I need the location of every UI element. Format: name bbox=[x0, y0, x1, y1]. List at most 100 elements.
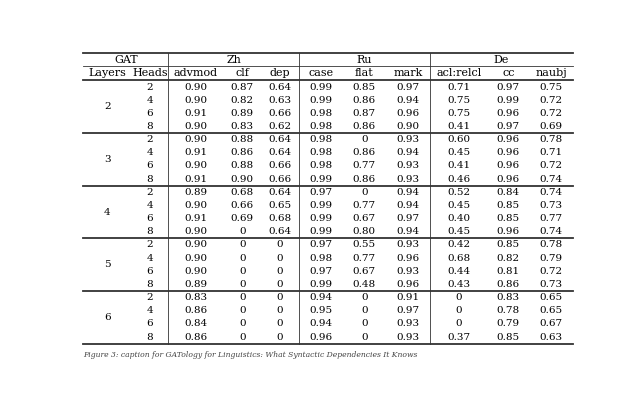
Text: 0.68: 0.68 bbox=[231, 188, 254, 197]
Text: 0.87: 0.87 bbox=[353, 109, 376, 118]
Text: 0.66: 0.66 bbox=[231, 201, 254, 210]
Text: 0: 0 bbox=[361, 332, 367, 342]
Text: 6: 6 bbox=[104, 313, 111, 322]
Text: 4: 4 bbox=[147, 253, 153, 262]
Text: 0.55: 0.55 bbox=[353, 241, 376, 249]
Text: 0.97: 0.97 bbox=[309, 241, 332, 249]
Text: 6: 6 bbox=[147, 109, 153, 118]
Text: 4: 4 bbox=[147, 148, 153, 157]
Text: Heads: Heads bbox=[132, 68, 168, 78]
Text: 0.88: 0.88 bbox=[231, 135, 254, 144]
Text: 6: 6 bbox=[147, 162, 153, 171]
Text: 0.85: 0.85 bbox=[353, 82, 376, 91]
Text: 0: 0 bbox=[277, 332, 284, 342]
Text: 0.91: 0.91 bbox=[184, 109, 207, 118]
Text: 0: 0 bbox=[361, 319, 367, 328]
Text: 0.41: 0.41 bbox=[447, 162, 470, 171]
Text: 2: 2 bbox=[104, 102, 111, 111]
Text: 0: 0 bbox=[455, 293, 462, 302]
Text: advmod: advmod bbox=[173, 68, 218, 78]
Text: 0.94: 0.94 bbox=[396, 227, 419, 236]
Text: 0.94: 0.94 bbox=[396, 188, 419, 197]
Text: 0.87: 0.87 bbox=[231, 82, 254, 91]
Text: 8: 8 bbox=[147, 175, 153, 184]
Text: 4: 4 bbox=[147, 306, 153, 315]
Text: 0.79: 0.79 bbox=[540, 253, 563, 262]
Text: 0.90: 0.90 bbox=[184, 201, 207, 210]
Text: 0.97: 0.97 bbox=[396, 306, 419, 315]
Text: 0.78: 0.78 bbox=[540, 241, 563, 249]
Text: 0.44: 0.44 bbox=[447, 267, 470, 276]
Text: 0.48: 0.48 bbox=[353, 280, 376, 289]
Text: 2: 2 bbox=[147, 82, 153, 91]
Text: case: case bbox=[308, 68, 333, 78]
Text: 0.94: 0.94 bbox=[396, 148, 419, 157]
Text: 0.90: 0.90 bbox=[184, 96, 207, 105]
Text: 0.96: 0.96 bbox=[396, 253, 419, 262]
Text: 2: 2 bbox=[147, 241, 153, 249]
Text: 0.52: 0.52 bbox=[447, 188, 470, 197]
Text: 0: 0 bbox=[239, 267, 246, 276]
Text: naubj: naubj bbox=[535, 68, 567, 78]
Text: 0.93: 0.93 bbox=[396, 319, 419, 328]
Text: 0.60: 0.60 bbox=[447, 135, 470, 144]
Text: De: De bbox=[493, 54, 509, 65]
Text: 0.74: 0.74 bbox=[540, 175, 563, 184]
Text: 0.75: 0.75 bbox=[540, 82, 563, 91]
Text: dep: dep bbox=[270, 68, 291, 78]
Text: 0.90: 0.90 bbox=[184, 227, 207, 236]
Text: 0.79: 0.79 bbox=[497, 319, 520, 328]
Text: 8: 8 bbox=[147, 332, 153, 342]
Text: 0.96: 0.96 bbox=[309, 332, 332, 342]
Text: 5: 5 bbox=[104, 260, 111, 269]
Text: 0.99: 0.99 bbox=[309, 82, 332, 91]
Text: 0.90: 0.90 bbox=[396, 122, 419, 131]
Text: 0.90: 0.90 bbox=[184, 122, 207, 131]
Text: 0.96: 0.96 bbox=[396, 109, 419, 118]
Text: 4: 4 bbox=[147, 96, 153, 105]
Text: 0.82: 0.82 bbox=[231, 96, 254, 105]
Text: 0.99: 0.99 bbox=[497, 96, 520, 105]
Text: 0.45: 0.45 bbox=[447, 201, 470, 210]
Text: Layers: Layers bbox=[88, 68, 126, 78]
Text: 0.97: 0.97 bbox=[497, 82, 520, 91]
Text: 0.63: 0.63 bbox=[269, 96, 292, 105]
Text: 0: 0 bbox=[277, 253, 284, 262]
Text: 0: 0 bbox=[239, 253, 246, 262]
Text: 0.85: 0.85 bbox=[497, 332, 520, 342]
Text: 0.86: 0.86 bbox=[184, 332, 207, 342]
Text: 0.98: 0.98 bbox=[309, 122, 332, 131]
Text: 0.98: 0.98 bbox=[309, 135, 332, 144]
Text: 0.63: 0.63 bbox=[540, 332, 563, 342]
Text: 0.93: 0.93 bbox=[396, 162, 419, 171]
Text: cc: cc bbox=[502, 68, 515, 78]
Text: 0.66: 0.66 bbox=[269, 109, 292, 118]
Text: 0.78: 0.78 bbox=[540, 135, 563, 144]
Text: 0: 0 bbox=[361, 306, 367, 315]
Text: 2: 2 bbox=[147, 135, 153, 144]
Text: 0.46: 0.46 bbox=[447, 175, 470, 184]
Text: 0.86: 0.86 bbox=[353, 96, 376, 105]
Text: GAT: GAT bbox=[114, 54, 138, 65]
Text: 0: 0 bbox=[455, 306, 462, 315]
Text: 0.90: 0.90 bbox=[184, 82, 207, 91]
Text: 8: 8 bbox=[147, 122, 153, 131]
Text: 0.67: 0.67 bbox=[353, 214, 376, 223]
Text: 0: 0 bbox=[277, 319, 284, 328]
Text: 0.91: 0.91 bbox=[184, 148, 207, 157]
Text: 0.69: 0.69 bbox=[231, 214, 254, 223]
Text: 0.77: 0.77 bbox=[353, 201, 376, 210]
Text: 0.88: 0.88 bbox=[231, 162, 254, 171]
Text: 0.91: 0.91 bbox=[396, 293, 419, 302]
Text: 0.96: 0.96 bbox=[497, 162, 520, 171]
Text: 0.83: 0.83 bbox=[231, 122, 254, 131]
Text: Zh: Zh bbox=[226, 54, 241, 65]
Text: 0.72: 0.72 bbox=[540, 162, 563, 171]
Text: acl:relcl: acl:relcl bbox=[436, 68, 481, 78]
Text: 0.68: 0.68 bbox=[447, 253, 470, 262]
Text: 0: 0 bbox=[277, 293, 284, 302]
Text: 0.62: 0.62 bbox=[269, 122, 292, 131]
Text: 0.77: 0.77 bbox=[353, 253, 376, 262]
Text: flat: flat bbox=[355, 68, 374, 78]
Text: 0.77: 0.77 bbox=[540, 214, 563, 223]
